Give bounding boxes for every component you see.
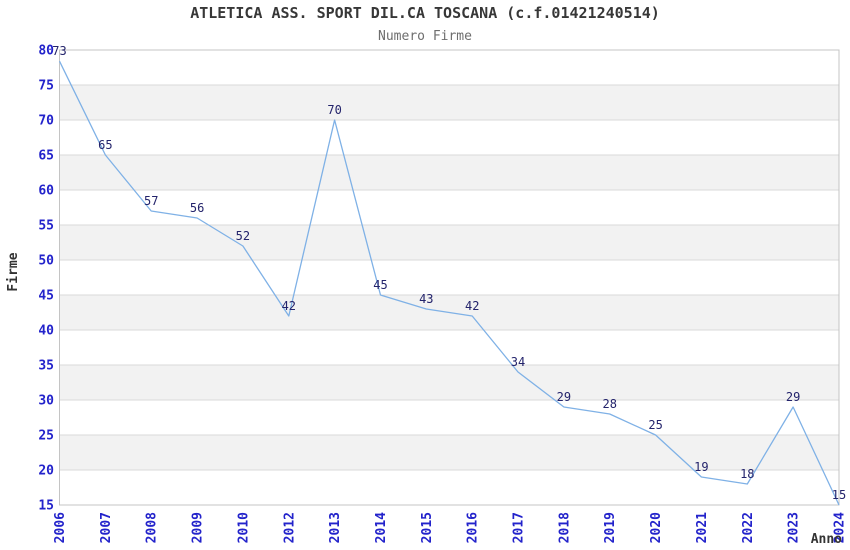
data-point-label: 73	[52, 44, 66, 58]
series-line	[58, 60, 840, 506]
x-tick-label: 2023	[787, 512, 802, 543]
data-point-label: 29	[786, 390, 800, 404]
data-point-label: 42	[282, 299, 296, 313]
x-tick-label: 2018	[557, 512, 572, 543]
x-tick-label: 2022	[741, 512, 756, 543]
shade-band	[59, 85, 839, 120]
x-tick-label: 2024	[833, 512, 848, 543]
x-tick-label: 2010	[236, 512, 251, 543]
x-tick-label: 2012	[282, 512, 297, 543]
y-tick-label: 20	[38, 464, 54, 479]
y-tick-label: 75	[38, 79, 54, 94]
data-point-label: 43	[419, 292, 433, 306]
tick-label-layer: 15 20 25 30 35 40 45 50 55 60 65 70 75 80 2006 2007 2008…	[38, 44, 847, 544]
y-tick-label: 50	[38, 254, 54, 269]
shade-band	[59, 365, 839, 400]
y-tick-label: 65	[38, 149, 54, 164]
shade-band	[59, 435, 839, 470]
x-tick-label: 2017	[512, 512, 527, 543]
x-tick-label: 2021	[695, 512, 710, 543]
x-axis-label: Anno	[811, 532, 842, 547]
data-point-label: 52	[236, 229, 250, 243]
y-tick-label: 55	[38, 219, 54, 234]
x-tick-label: 2019	[603, 512, 618, 543]
y-tick-label: 60	[38, 184, 54, 199]
data-point-label: 45	[373, 278, 387, 292]
x-tick-label: 2020	[649, 512, 664, 543]
x-tick-label: 2014	[374, 512, 389, 543]
x-tick-label: 2013	[328, 512, 343, 543]
x-tick-label: 2016	[466, 512, 481, 543]
data-point-label: 25	[648, 418, 662, 432]
data-point-label: 18	[740, 467, 754, 481]
chart-title: ATLETICA ASS. SPORT DIL.CA TOSCANA (c.f.…	[190, 4, 660, 22]
y-tick-label: 25	[38, 429, 54, 444]
y-tick-label: 35	[38, 359, 54, 374]
x-tick-label: 2008	[145, 512, 160, 543]
data-point-label: 70	[327, 103, 341, 117]
data-point-label: 15	[832, 488, 846, 502]
y-tick-label: 15	[38, 499, 54, 514]
shade-band	[59, 155, 839, 190]
x-tick-label: 2006	[53, 512, 68, 543]
data-point-label: 42	[465, 299, 479, 313]
data-point-label: 29	[557, 390, 571, 404]
band-layer	[59, 85, 839, 470]
data-point-label: 19	[694, 460, 708, 474]
y-tick-label: 30	[38, 394, 54, 409]
y-tick-label: 70	[38, 114, 54, 129]
y-tick-label: 45	[38, 289, 54, 304]
plot-border	[59, 49, 840, 506]
data-point-label: 34	[511, 355, 525, 369]
chart-subtitle: Numero Firme	[378, 29, 472, 44]
data-point-label: 65	[98, 138, 112, 152]
y-tick-label: 80	[38, 44, 54, 59]
shade-band	[59, 225, 839, 260]
gridline-layer	[59, 49, 840, 506]
y-axis-label: Firme	[6, 252, 21, 291]
x-tick-label: 2009	[191, 512, 206, 543]
x-tick-label: 2007	[99, 512, 114, 543]
data-point-label: 56	[190, 201, 204, 215]
x-tick-label: 2015	[420, 512, 435, 543]
series-layer: 73 65 57 56 52 42 70 45 43 42 34 29 28 25 19 18 29 15	[52, 44, 846, 506]
data-point-label: 57	[144, 194, 158, 208]
data-point-label: 28	[602, 397, 616, 411]
y-tick-label: 40	[38, 324, 54, 339]
